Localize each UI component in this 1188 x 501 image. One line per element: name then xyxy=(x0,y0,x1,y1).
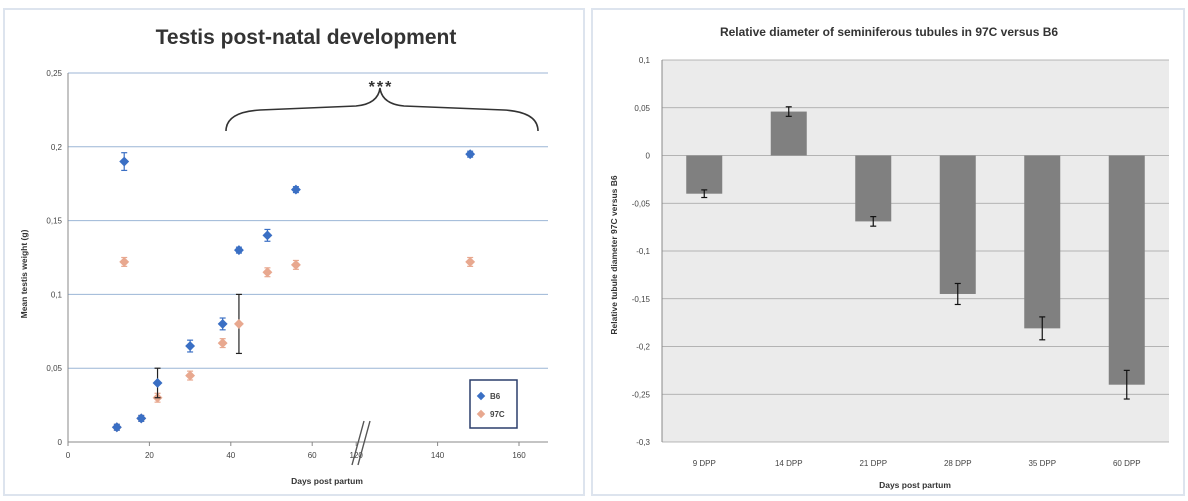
data-point-B6 xyxy=(290,184,301,195)
scatter-x-tick: 140 xyxy=(431,451,445,460)
data-point-97C xyxy=(290,259,301,270)
scatter-y-tick: 0,25 xyxy=(46,69,62,78)
bar-chart-panel xyxy=(591,8,1185,496)
data-point-B6 xyxy=(217,318,228,329)
scatter-y-tick-labels: 0 0,05 0,1 0,15 0,2 0,25 xyxy=(46,69,62,447)
scatter-x-axis-label: Days post partum xyxy=(291,476,363,486)
scatter-x-tick: 60 xyxy=(308,451,317,460)
scatter-gridlines xyxy=(68,72,548,369)
scatter-y-tick: 0,1 xyxy=(51,290,63,299)
data-point-97C xyxy=(119,256,130,267)
scatter-x-tick: 160 xyxy=(512,451,526,460)
scatter-y-tick: 0,2 xyxy=(51,143,63,152)
data-point-B6 xyxy=(262,230,273,241)
legend-marker xyxy=(476,391,486,401)
data-point-B6 xyxy=(185,341,196,352)
axis-break-mark xyxy=(351,420,371,466)
scatter-y-tick: 0,15 xyxy=(46,217,62,226)
data-point-B6 xyxy=(111,422,122,433)
data-point-B6 xyxy=(152,378,163,388)
scatter-axes xyxy=(67,73,548,443)
data-point-B6 xyxy=(136,413,147,424)
data-point-97C xyxy=(262,267,273,278)
data-point-97C xyxy=(217,338,228,349)
legend-label: B6 xyxy=(490,392,501,401)
legend-box xyxy=(469,379,518,429)
scatter-data-points xyxy=(111,149,476,433)
scatter-legend: B6 97C xyxy=(469,379,518,429)
data-point-B6 xyxy=(119,156,130,167)
scatter-x-tick: 0 xyxy=(66,451,71,460)
data-point-97C xyxy=(465,256,476,267)
significance-annotation: *** xyxy=(369,79,394,96)
data-point-97C xyxy=(185,370,196,381)
scatter-y-tick: 0 xyxy=(58,438,63,447)
scatter-x-tick: 40 xyxy=(226,451,235,460)
legend-label: 97C xyxy=(490,410,505,419)
scatter-chart-title: Testis post-natal development xyxy=(156,26,457,49)
scatter-chart: Testis post-natal development 0 0,05 0,1 0,… xyxy=(19,26,548,486)
scatter-y-tick: 0,05 xyxy=(46,364,62,373)
data-point-B6 xyxy=(465,149,476,160)
legend-marker xyxy=(476,409,486,419)
data-point-B6 xyxy=(233,245,244,256)
data-point-97C xyxy=(233,318,244,329)
scatter-x-tick-labels: 0 20 40 60 120 140 160 xyxy=(66,442,526,460)
scatter-y-axis-label: Mean testis weight (g) xyxy=(19,229,29,318)
scatter-x-tick: 20 xyxy=(145,451,154,460)
scatter-x-tick: 120 xyxy=(350,451,364,460)
significance-brace xyxy=(225,87,539,132)
